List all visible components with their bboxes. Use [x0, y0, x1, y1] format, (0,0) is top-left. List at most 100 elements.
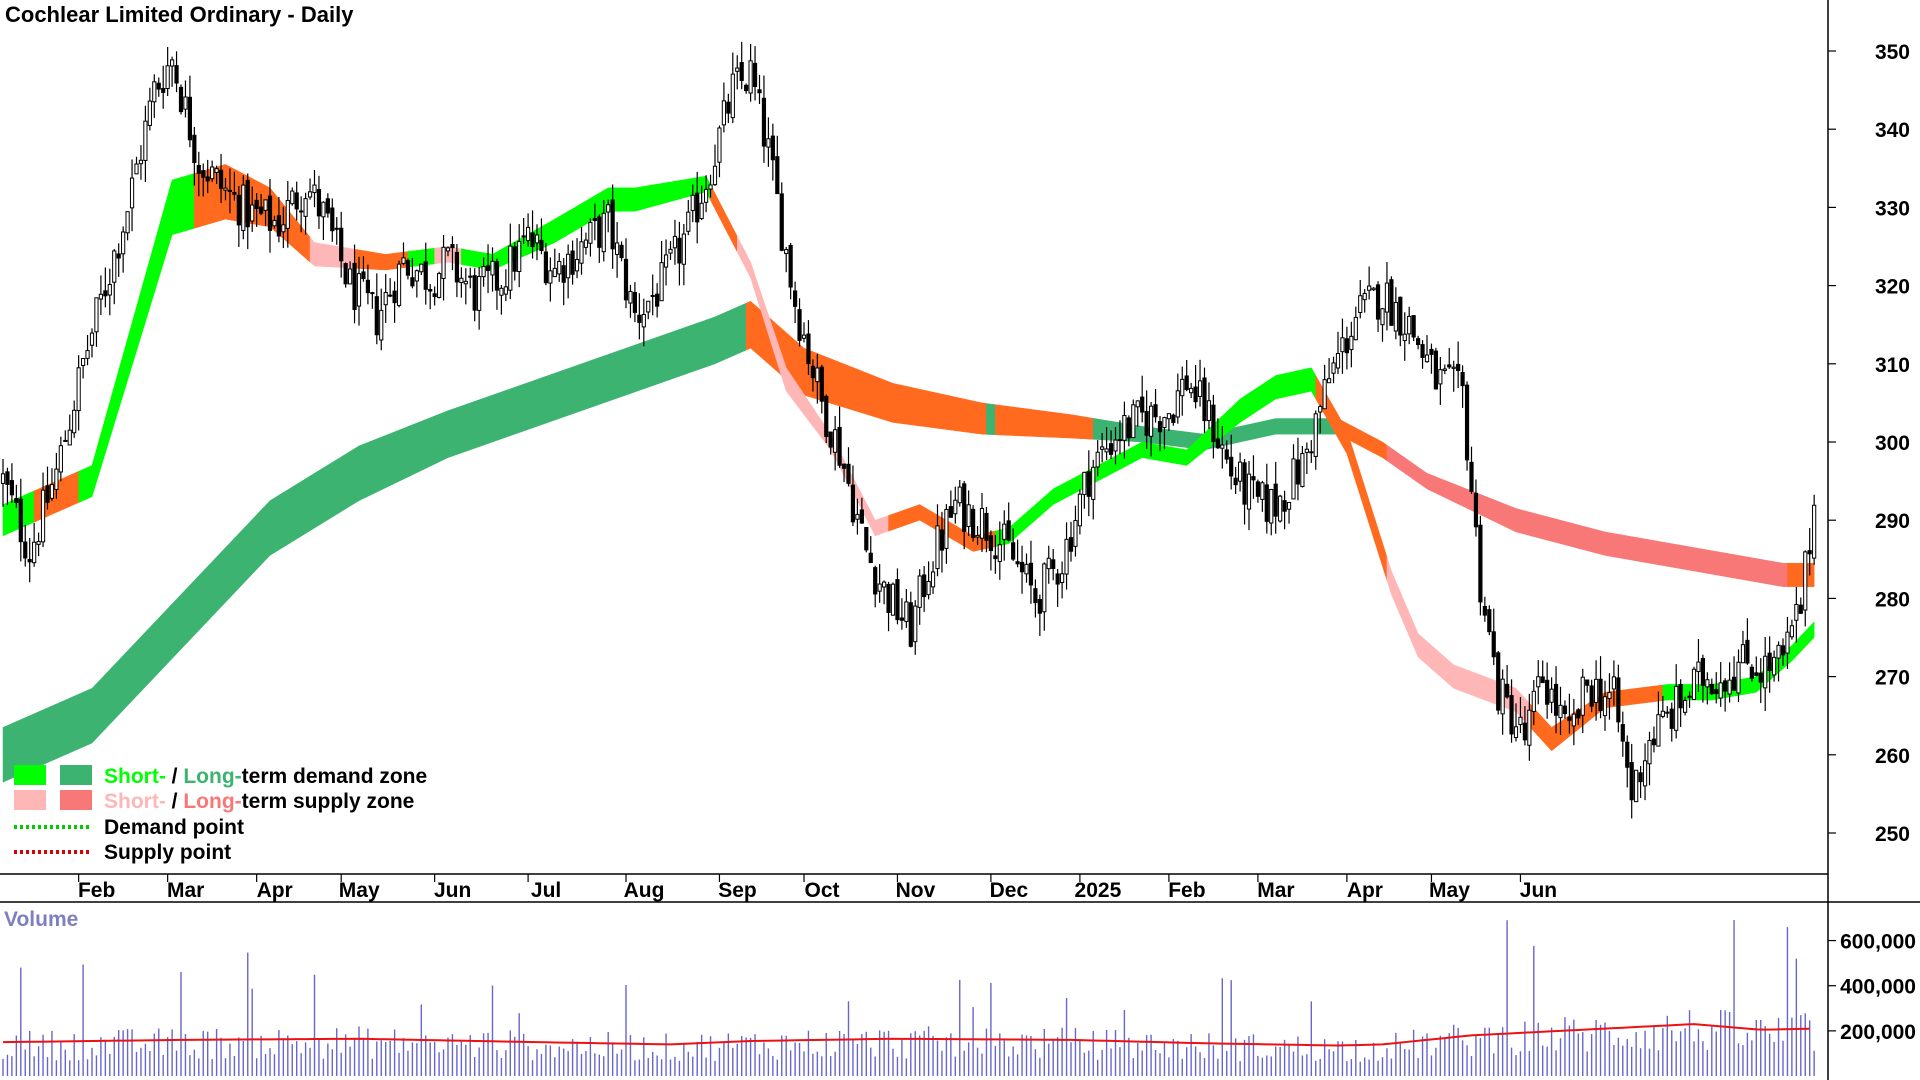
- candle-body: [1487, 609, 1492, 633]
- candle-body: [1193, 386, 1198, 403]
- candle-body: [583, 239, 589, 248]
- volume-tick-label: 400,000: [1840, 976, 1916, 999]
- candle-body: [748, 60, 753, 94]
- candle-body: [307, 191, 313, 198]
- candle-body: [1393, 302, 1398, 332]
- candle-body: [1705, 679, 1710, 688]
- candle-body: [1642, 760, 1648, 787]
- candle-body: [1602, 696, 1608, 717]
- candle-body: [574, 258, 580, 272]
- candle-body: [1500, 678, 1505, 715]
- candle-body: [1033, 588, 1038, 604]
- candle-body: [1122, 414, 1127, 441]
- candle-body: [534, 234, 540, 244]
- candle-body: [1585, 679, 1590, 686]
- candle-body: [125, 211, 130, 234]
- candle-body: [672, 235, 678, 249]
- candle-body: [592, 218, 597, 222]
- candle-body: [348, 268, 353, 285]
- candle-body: [801, 334, 807, 339]
- long-term-zone-segment: [1787, 562, 1815, 587]
- candle-body: [423, 261, 428, 290]
- candle-body: [67, 429, 72, 446]
- candle-body: [1451, 366, 1456, 369]
- candle-body: [36, 540, 41, 545]
- candle-body: [0, 473, 6, 484]
- candle-body: [922, 574, 927, 598]
- candle-body: [690, 194, 695, 212]
- candle-body: [1220, 444, 1225, 449]
- candle-body: [735, 67, 740, 72]
- candle-body: [1424, 354, 1430, 363]
- candle-body: [1322, 379, 1327, 410]
- candle-body: [303, 198, 308, 217]
- candle-body: [623, 258, 629, 301]
- candle-body: [1513, 726, 1519, 739]
- candle-body: [1171, 414, 1176, 423]
- legend-swatch-long-demand: [60, 765, 92, 785]
- candle-body: [601, 212, 606, 253]
- candle-body: [1772, 656, 1777, 676]
- candle-body: [1108, 443, 1114, 455]
- candle-body: [619, 244, 624, 259]
- candle-body: [1264, 484, 1269, 522]
- candle-body: [5, 471, 10, 485]
- candle-body: [1157, 421, 1163, 433]
- candle-body: [463, 280, 468, 285]
- candle-body: [1015, 561, 1020, 565]
- candle-body: [1558, 704, 1563, 719]
- candle-body: [1309, 451, 1314, 454]
- candle-body: [926, 580, 931, 596]
- candle-body: [890, 583, 896, 616]
- candle-body: [793, 290, 798, 307]
- candle-body: [178, 86, 184, 113]
- candle-body: [81, 357, 86, 366]
- candle-body: [156, 82, 161, 90]
- candle-body: [521, 235, 526, 238]
- candle-body: [930, 571, 936, 588]
- date-tick-label: Dec: [990, 879, 1029, 902]
- candle-body: [1536, 676, 1541, 688]
- candle-body: [236, 194, 241, 226]
- candle-body: [1042, 563, 1047, 613]
- candle-body: [699, 202, 704, 220]
- candle-body: [632, 291, 637, 313]
- candle-body: [410, 277, 415, 287]
- candle-body: [1745, 639, 1750, 664]
- date-tick-label: 2025: [1075, 879, 1122, 902]
- candle-body: [174, 65, 179, 84]
- candle-body: [806, 333, 811, 365]
- candle-body: [704, 188, 709, 203]
- candle-body: [321, 201, 326, 218]
- candle-body: [1291, 458, 1296, 500]
- date-tick-label: Mar: [1257, 879, 1294, 902]
- candle-body: [815, 367, 820, 383]
- candle-body: [134, 163, 139, 175]
- date-tick-label: Nov: [896, 879, 936, 902]
- candle-body: [481, 265, 486, 278]
- candle-body: [788, 245, 793, 288]
- price-tick-label: 310: [1875, 354, 1910, 377]
- candle-body: [1567, 716, 1572, 721]
- candle-body: [1184, 375, 1189, 391]
- candle-body: [339, 227, 344, 262]
- candle-body: [1505, 683, 1510, 698]
- candle-body: [1242, 462, 1247, 505]
- candle-body: [365, 279, 370, 294]
- candle-body: [183, 96, 188, 110]
- candle-body: [1540, 676, 1545, 684]
- candle-body: [245, 179, 250, 228]
- date-tick-label: Apr: [257, 879, 293, 902]
- candle-body: [76, 367, 81, 412]
- candle-body: [1238, 461, 1243, 482]
- candle-body: [1202, 377, 1207, 422]
- candle-body: [143, 120, 148, 161]
- candle-body: [1002, 523, 1007, 540]
- candle-body: [343, 263, 348, 285]
- candle-body: [663, 254, 669, 268]
- candle-body: [1714, 689, 1719, 695]
- candle-body: [615, 242, 620, 255]
- candle-body: [32, 541, 37, 564]
- candle-body: [223, 187, 228, 191]
